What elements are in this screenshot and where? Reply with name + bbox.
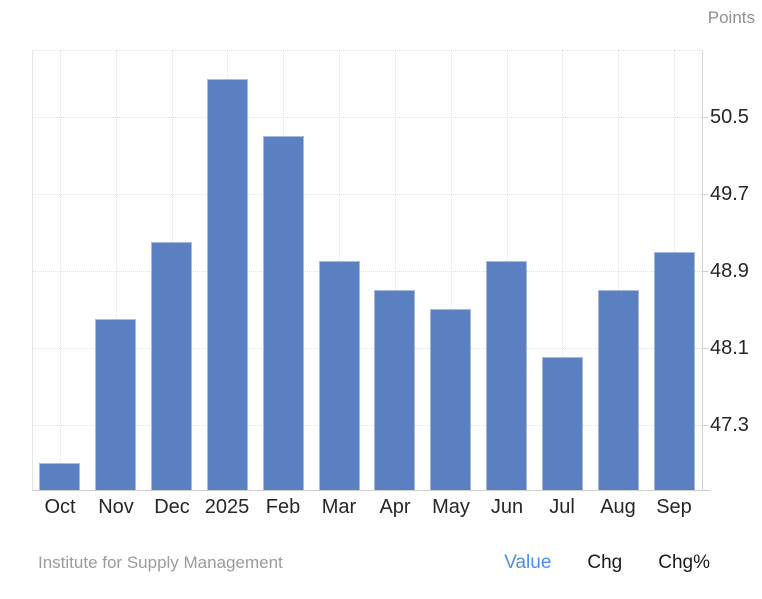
bar-Oct[interactable]	[39, 463, 80, 490]
plot-top-gridline	[32, 50, 702, 51]
x-gridline	[116, 50, 117, 490]
x-gridline	[562, 50, 563, 490]
tab-chg[interactable]: Chg	[587, 552, 623, 573]
y-gridline	[32, 271, 702, 272]
y-axis-tick-label: 48.9	[710, 260, 749, 282]
x-gridline	[60, 50, 61, 490]
bar-2025[interactable]	[207, 79, 248, 490]
x-axis-tick-label: Aug	[600, 496, 636, 518]
y-tick-mark	[702, 117, 708, 118]
footer-tabs: Value Chg Chg%	[504, 551, 710, 574]
x-gridline	[395, 50, 396, 490]
y-tick-mark	[702, 348, 708, 349]
tab-chg[interactable]: Chg%	[658, 552, 710, 573]
plot-left-border	[32, 50, 33, 490]
y-axis-line	[702, 50, 703, 490]
y-gridline	[32, 348, 702, 349]
y-tick-mark	[702, 425, 708, 426]
bar-Mar[interactable]	[319, 261, 360, 490]
y-axis-tick-label: 48.1	[710, 337, 749, 359]
bar-Aug[interactable]	[598, 290, 639, 490]
x-axis-tick-label: Jul	[549, 496, 575, 518]
y-axis-tick-label: 49.7	[710, 183, 749, 205]
y-axis-tick-label: 47.3	[710, 414, 749, 436]
x-axis-tick-label: Feb	[265, 496, 301, 518]
y-axis-tick-label: 50.5	[710, 106, 749, 128]
tab-value[interactable]: Value	[504, 552, 552, 573]
bar-May[interactable]	[430, 309, 471, 490]
x-gridline	[451, 50, 452, 490]
x-axis-tick-label: May	[432, 496, 470, 518]
source-attribution: Institute for Supply Management	[38, 553, 283, 572]
x-gridline	[618, 50, 619, 490]
bar-Jul[interactable]	[542, 357, 583, 490]
y-gridline	[32, 194, 702, 195]
bar-Sep[interactable]	[654, 252, 695, 490]
x-axis-tick-label: Dec	[154, 496, 190, 518]
x-axis-tick-label: 2025	[204, 496, 250, 518]
y-gridline	[32, 425, 702, 426]
x-axis-tick-label: Jun	[490, 496, 524, 518]
x-axis-line	[32, 490, 710, 491]
bar-Feb[interactable]	[263, 136, 304, 490]
y-tick-mark	[702, 194, 708, 195]
bar-Apr[interactable]	[374, 290, 415, 490]
x-axis-tick-label: Sep	[656, 496, 692, 518]
y-axis-units-label: Points	[707, 8, 755, 27]
y-tick-mark	[702, 271, 708, 272]
x-axis-tick-label: Apr	[379, 496, 411, 518]
bar-Nov[interactable]	[95, 319, 136, 490]
x-axis-tick-label: Oct	[44, 496, 76, 518]
x-axis-tick-label: Nov	[98, 496, 134, 518]
y-gridline	[32, 117, 702, 118]
bar-Dec[interactable]	[151, 242, 192, 490]
x-axis-tick-label: Mar	[321, 496, 357, 518]
bar-Jun[interactable]	[486, 261, 527, 490]
